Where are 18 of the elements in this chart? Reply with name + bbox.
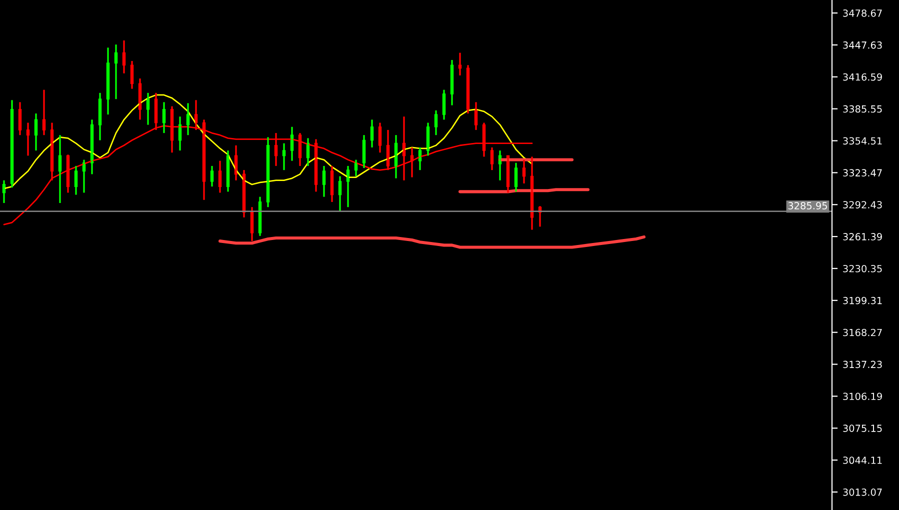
y-tick-label: 3106.19: [843, 392, 882, 400]
y-tick-label: 3354.51: [843, 137, 882, 145]
y-tick-label: 3416.59: [843, 73, 882, 81]
y-tick-label: 3292.43: [843, 201, 882, 208]
line-series: [218, 235, 646, 249]
y-tick-label: 3199.31: [843, 296, 882, 304]
y-tick-label: 3230.35: [843, 264, 882, 272]
y-tick-label: 3044.11: [843, 456, 882, 464]
y-tick-label: 3075.15: [843, 424, 882, 432]
ref-line-label: 3285.95: [788, 202, 827, 210]
y-tick-label: 3261.39: [843, 233, 882, 240]
y-tick-label: 3323.47: [843, 169, 882, 177]
y-tick-label: 3385.55: [843, 105, 882, 113]
y-tick-label: 3478.67: [843, 9, 882, 17]
y-tick-label: 3013.07: [843, 488, 882, 496]
y-tick-label: 3137.23: [843, 360, 882, 368]
y-tick-label: 3168.27: [843, 328, 882, 336]
y-tick-label: 3447.63: [843, 41, 882, 49]
